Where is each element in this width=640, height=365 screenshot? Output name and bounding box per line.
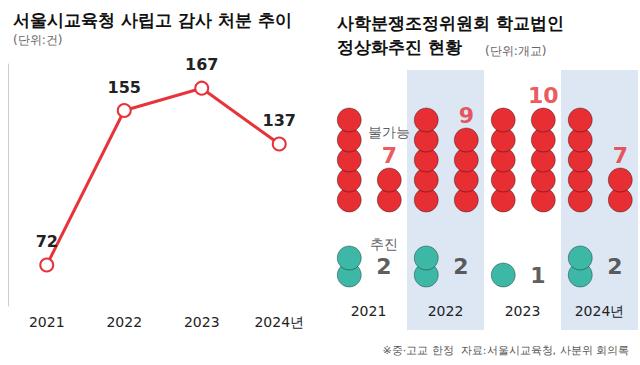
svg-text:2023: 2023	[184, 314, 220, 330]
svg-text:2024년: 2024년	[254, 314, 304, 330]
svg-text:불가능: 불가능	[368, 124, 410, 140]
svg-text:167: 167	[185, 55, 218, 74]
svg-text:7: 7	[382, 143, 397, 168]
svg-text:2023: 2023	[505, 303, 541, 319]
svg-text:추진: 추진	[370, 236, 398, 252]
svg-text:2022: 2022	[428, 303, 464, 319]
svg-text:2024년: 2024년	[575, 303, 625, 319]
svg-text:서울시교육청 사립고 감사 처분 추이: 서울시교육청 사립고 감사 처분 추이	[13, 10, 292, 30]
svg-text:155: 155	[108, 78, 141, 97]
svg-text:137: 137	[263, 111, 296, 130]
svg-text:사학분쟁조정위원회 학교법인: 사학분쟁조정위원회 학교법인	[337, 13, 564, 33]
svg-text:2: 2	[607, 254, 622, 279]
svg-text:1: 1	[530, 263, 545, 288]
svg-text:9: 9	[459, 103, 474, 128]
svg-text:2022: 2022	[106, 314, 142, 330]
svg-text:2021: 2021	[351, 303, 387, 319]
svg-text:(단위:건): (단위:건)	[13, 33, 62, 47]
svg-text:7: 7	[613, 143, 628, 168]
svg-text:2: 2	[376, 254, 391, 279]
svg-text:2: 2	[453, 254, 468, 279]
svg-text:(단위:개교): (단위:개교)	[485, 44, 546, 58]
svg-text:2021: 2021	[29, 314, 65, 330]
svg-text:10: 10	[528, 83, 559, 108]
svg-text:72: 72	[36, 232, 58, 251]
svg-text:※중·고교 한정 자료:서울시교육청, 사분위 회의록: ※중·고교 한정 자료:서울시교육청, 사분위 회의록	[383, 344, 629, 357]
svg-text:정상화추진 현황: 정상화추진 현황	[337, 37, 462, 57]
